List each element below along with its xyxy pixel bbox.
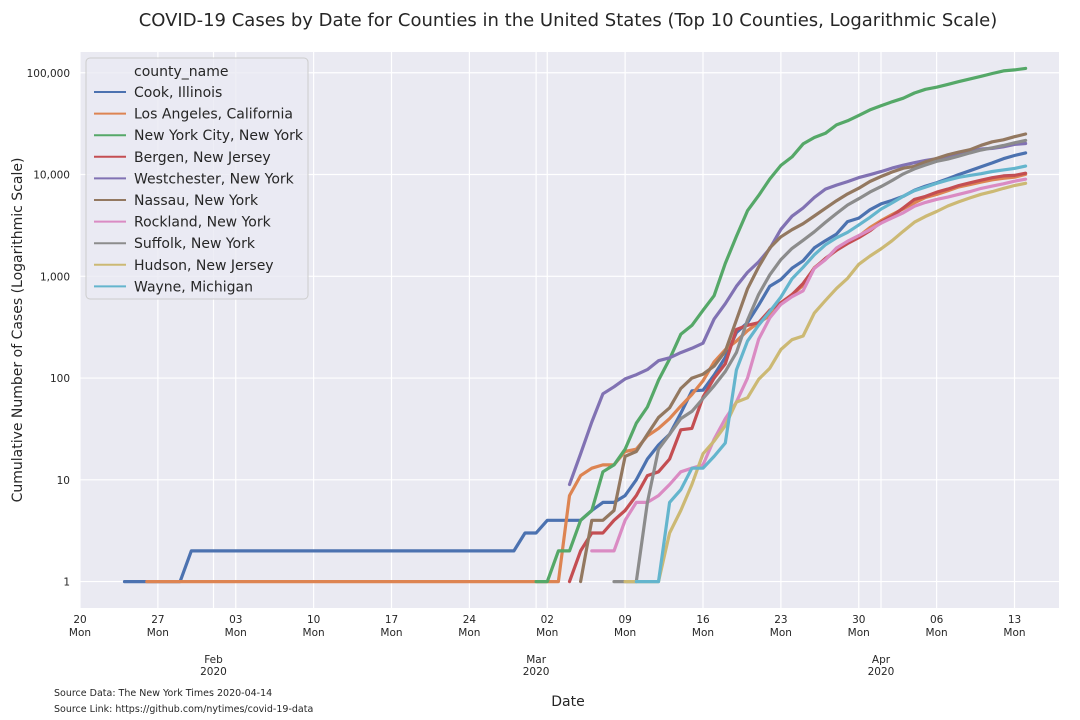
x-tick-month: Feb [204, 654, 223, 666]
x-tick-day: 30 [852, 614, 865, 626]
x-tick-month: Apr [872, 654, 891, 666]
x-tick-weekday: Mon [380, 627, 402, 639]
x-tick-day: 23 [774, 614, 787, 626]
x-tick-weekday: Mon [225, 627, 247, 639]
x-tick-weekday: Mon [303, 627, 325, 639]
x-tick-weekday: Mon [1003, 627, 1025, 639]
y-tick-label: 1 [63, 577, 70, 589]
x-tick-year: 2020 [200, 666, 227, 678]
series-line [579, 132, 1028, 584]
legend: county_name Cook, Illinois Los Angeles, C… [85, 57, 309, 300]
series-lines [122, 66, 1028, 584]
legend-item-label: Bergen, New Jersey [134, 150, 271, 166]
x-tick-day: 17 [385, 614, 398, 626]
y-tick-label: 100 [50, 373, 70, 385]
x-tick-weekday: Mon [69, 627, 91, 639]
x-tick-year: 2020 [523, 666, 550, 678]
x-tick-year: 2020 [868, 666, 895, 678]
legend-item-label: New York City, New York [134, 128, 304, 144]
series-line [623, 181, 1028, 584]
chart-title: COVID-19 Cases by Date for Counties in t… [139, 10, 998, 31]
x-tick-weekday: Mon [926, 627, 948, 639]
series-line [590, 177, 1028, 553]
x-tick-day: 10 [307, 614, 320, 626]
x-tick-weekday: Mon [147, 627, 169, 639]
legend-item-label: Nassau, New York [134, 193, 259, 209]
x-tick-weekday: Mon [458, 627, 480, 639]
x-tick-day: 09 [618, 614, 631, 626]
legend-item-label: Los Angeles, California [134, 107, 293, 123]
source-data-note: Source Data: The New York Times 2020-04-… [54, 688, 273, 699]
x-tick-day: 20 [73, 614, 86, 626]
y-tick-label: 1,000 [40, 271, 70, 283]
y-tick-label: 10,000 [33, 170, 70, 182]
legend-item-label: Rockland, New York [134, 215, 272, 231]
x-tick-day: 27 [151, 614, 164, 626]
x-tick-weekday: Mon [848, 627, 870, 639]
x-tick-month: Mar [526, 654, 546, 666]
y-axis-label: Cumulative Number of Cases (Logarithmic … [10, 158, 26, 503]
x-tick-day: 16 [696, 614, 710, 626]
x-tick-day: 02 [541, 614, 554, 626]
series-line [612, 138, 1028, 584]
legend-item-label: Wayne, Michigan [134, 279, 253, 295]
legend-box [85, 57, 309, 300]
y-tick-label: 100,000 [27, 68, 70, 80]
x-tick-weekday: Mon [770, 627, 792, 639]
y-axis-ticks: 1 10 100 1,000 10,000 100,000 [27, 68, 70, 589]
legend-item-label: Cook, Illinois [134, 85, 222, 101]
x-tick-day: 13 [1008, 614, 1021, 626]
x-tick-day: 06 [930, 614, 944, 626]
x-tick-day: 03 [229, 614, 242, 626]
x-tick-weekday: Mon [614, 627, 636, 639]
x-tick-day: 24 [463, 614, 477, 626]
legend-item-label: Suffolk, New York [134, 236, 256, 252]
series-line [634, 164, 1028, 584]
series-line [567, 171, 1028, 584]
y-tick-label: 10 [57, 475, 70, 487]
series-line [534, 66, 1028, 584]
legend-item-label: Hudson, New Jersey [134, 258, 274, 274]
x-tick-weekday: Mon [692, 627, 714, 639]
source-link-note: Source Link: https://github.com/nytimes/… [54, 704, 314, 715]
x-tick-weekday: Mon [536, 627, 558, 639]
legend-title: county_name [134, 64, 229, 80]
x-axis-label: Date [551, 694, 584, 710]
legend-item-label: Westchester, New York [134, 171, 295, 187]
series-line [567, 141, 1028, 487]
x-axis-ticks: 20Mon27Mon03Mon10Mon17Mon24Mon02Mon09Mon… [69, 614, 1026, 639]
